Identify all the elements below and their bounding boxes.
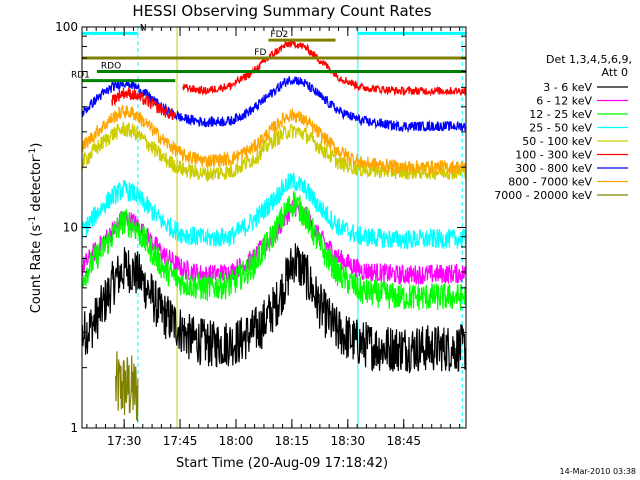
legend-label-300-800-kev: 300 - 800 keV <box>515 162 592 175</box>
annotation-label-rdo: RDO <box>101 61 121 71</box>
x-tick-label-18-30: 18:30 <box>331 434 366 448</box>
series-line-100-300-kev-1 <box>111 86 176 121</box>
legend-label-25-50-kev: 25 - 50 keV <box>529 122 592 135</box>
annotation-label-fd: FD <box>254 48 266 58</box>
x-tick-label-17-45: 17:45 <box>163 434 198 448</box>
legend-label-100-300-kev: 100 - 300 keV <box>515 149 592 162</box>
series-800-7000-kev <box>81 104 467 176</box>
chart-title: HESSI Observing Summary Count Rates <box>132 2 431 20</box>
legend-label-7000-20000-kev: 7000 - 20000 keV <box>494 189 592 202</box>
series-line-7000-20000-kev-1 <box>115 351 139 422</box>
y-tick-label-100: 100 <box>55 20 78 34</box>
annotation-label-rd1: RD1 <box>71 71 90 81</box>
x-axis-label: Start Time (20-Aug-09 17:18:42) <box>176 456 388 471</box>
y-tick-label-10: 10 <box>63 221 78 235</box>
x-tick-label-18-00: 18:00 <box>219 434 254 448</box>
axes: 1 10 100 17:30 17:45 18:00 18:15 18:30 18:45 <box>55 20 467 448</box>
legend-label-6-12-kev: 6 - 12 keV <box>536 95 592 108</box>
series-line-25-50-kev-1 <box>81 172 467 250</box>
x-tick-label-18-45: 18:45 <box>386 434 421 448</box>
legend-label-3-6-kev: 3 - 6 keV <box>543 81 592 94</box>
x-tick-label-18-15: 18:15 <box>275 434 310 448</box>
annotation-label-fd2: FD2 <box>270 30 288 40</box>
series-100-300-kev <box>111 38 467 121</box>
series-7000-20000-kev <box>115 351 139 422</box>
footer-timestamp: 14-Mar-2010 03:38 <box>560 467 637 476</box>
x-tick-label-17-30: 17:30 <box>107 434 142 448</box>
legend-label-800-7000-kev: 800 - 7000 keV <box>508 176 592 189</box>
series-line-3-6-kev-1 <box>81 243 467 374</box>
legend-label-50-100-kev: 50 - 100 keV <box>522 135 592 148</box>
series-25-50-kev <box>81 172 467 250</box>
plot-area: N FD FD2 RDO RD1 <box>71 23 467 428</box>
series-3-6-kev <box>81 243 467 374</box>
y-tick-label-1: 1 <box>70 421 78 435</box>
legend-header-attenuator: Att 0 <box>602 66 628 79</box>
series-line-100-300-kev-2 <box>182 38 467 97</box>
legend-header-detectors: Det 1,3,4,5,6,9, <box>546 53 632 66</box>
series-line-800-7000-kev-1 <box>81 104 467 176</box>
series-line-12-25-kev-1 <box>81 191 467 311</box>
y-axis-label: Count Rate (s-1 detector-1) <box>28 143 44 314</box>
annotation-label-n: N <box>140 23 147 33</box>
series-12-25-kev <box>81 191 467 311</box>
legend-label-12-25-kev: 12 - 25 keV <box>529 108 592 121</box>
